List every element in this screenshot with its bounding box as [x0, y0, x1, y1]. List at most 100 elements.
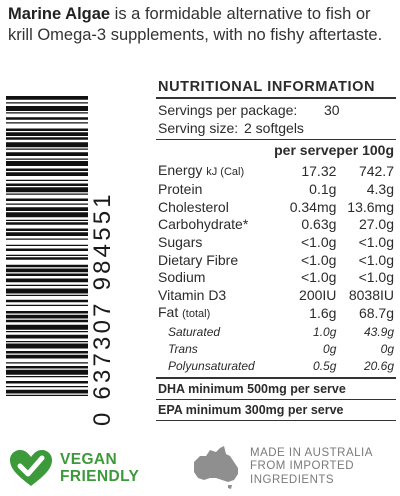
- fat-subrow: Trans 0g 0g: [156, 341, 396, 358]
- barcode-bar: [6, 203, 88, 205]
- value-per-100g: <1.0g: [358, 251, 394, 268]
- barcode-bar: [6, 257, 88, 260]
- value-per-100g: 27.0g: [358, 216, 394, 233]
- barcode-bar: [6, 288, 88, 294]
- vegan-badge: VEGAN FRIENDLY: [8, 448, 139, 488]
- barcode-bar: [6, 381, 88, 384]
- barcode-bar: [6, 161, 88, 166]
- barcode-bar: [6, 314, 88, 319]
- serving-size-value: 2 softgels: [244, 120, 304, 136]
- barcode-bar: [6, 273, 88, 276]
- serving-info: Servings per package: 30 Serving size: 2…: [156, 99, 396, 140]
- value-per-serve: 0.63g: [301, 216, 337, 233]
- value-per-100g: 68.7g: [358, 305, 394, 322]
- barcode-bar: [6, 117, 88, 120]
- barcode-bar: [6, 369, 88, 375]
- fat-per-serve: 1.0g: [313, 324, 337, 339]
- barcode-bar: [6, 158, 88, 160]
- barcode-bar: [6, 304, 88, 306]
- barcode-bar: [6, 341, 88, 343]
- value-per-100g: 8038IU: [348, 286, 394, 303]
- barcode-bar: [6, 334, 88, 339]
- value-per-serve: 17.32: [301, 162, 337, 179]
- serving-size-label: Serving size:: [158, 120, 239, 136]
- barcode-bar: [6, 168, 88, 171]
- nutrient-name: Energy: [158, 161, 203, 178]
- australia-label: MADE IN AUSTRALIA FROM IMPORTED INGREDIE…: [250, 447, 373, 488]
- fat-subrow: Polyunsaturated 0.5g 20.6g: [156, 357, 396, 379]
- barcode-bar: [6, 284, 88, 286]
- barcode-bar: [6, 311, 88, 314]
- nutrient-name: Sugars: [158, 233, 203, 250]
- servings-value: 30: [324, 102, 340, 118]
- value-per-100g: <1.0g: [358, 269, 394, 286]
- nutrition-row: Vitamin D3 200IU 8038IU: [156, 287, 396, 305]
- vegan-label: VEGAN FRIENDLY: [60, 451, 139, 485]
- fat-per-100g: 0g: [380, 341, 394, 356]
- barcode-bar: [6, 102, 88, 104]
- barcode-bar: [6, 331, 88, 333]
- fat-per-serve: 0g: [323, 341, 337, 356]
- nutrient-name: Protein: [158, 181, 203, 198]
- nutrient-name: Vitamin D3: [158, 286, 227, 303]
- barcode-bar: [6, 148, 88, 150]
- barcode-digits: 0 637307 984551: [89, 191, 116, 426]
- barcode-bar: [6, 112, 88, 114]
- barcode-bar: [6, 106, 88, 111]
- nutrition-row: Cholesterol 0.34mg 13.6mg: [156, 199, 396, 217]
- value-per-100g: 13.6mg: [347, 198, 394, 215]
- nutrition-row: Dietary Fibre <1.0g <1.0g: [156, 252, 396, 270]
- value-per-100g: <1.0g: [358, 233, 394, 250]
- barcode-bar: [6, 212, 88, 218]
- barcode-bar: [6, 394, 88, 396]
- nutrient-name: Fat: [158, 304, 179, 321]
- nutrient-name: Sodium: [158, 269, 206, 286]
- barcode-bar: [6, 254, 88, 256]
- col-header-per-serve: per serve: [274, 142, 337, 158]
- barcode-bar: [6, 354, 88, 359]
- value-per-serve: <1.0g: [300, 251, 337, 268]
- aus-line-3: INGREDIENTS: [250, 473, 335, 486]
- barcode-bar: [6, 96, 88, 100]
- intro-description: is a formidable alternative to fish or k…: [8, 5, 383, 44]
- value-per-serve: <1.0g: [300, 233, 337, 250]
- barcode-bar: [6, 389, 88, 394]
- barcode-bar: [6, 222, 88, 225]
- barcode-bar: [6, 244, 88, 246]
- fat-type-name: Trans: [168, 341, 198, 356]
- barcode-bar: [6, 142, 88, 148]
- nutrition-row: Sodium <1.0g <1.0g: [156, 269, 396, 287]
- made-in-australia-badge: MADE IN AUSTRALIA FROM IMPORTED INGREDIE…: [190, 444, 373, 490]
- intro-text: Marine Algae is a formidable alternative…: [8, 4, 396, 46]
- dha-note: DHA minimum 500mg per serve: [156, 379, 396, 400]
- vegan-line-2: FRIENDLY: [60, 468, 140, 485]
- value-per-serve: 0.34mg: [289, 198, 337, 215]
- aus-line-2: FROM IMPORTED: [250, 460, 355, 473]
- barcode-bar: [6, 324, 88, 330]
- barcode-bar: [6, 366, 88, 369]
- nutrition-row: Energy kJ (Cal) 17.32 742.7: [156, 162, 396, 182]
- nutrient-name: Dietary Fibre: [158, 251, 239, 268]
- epa-note: EPA minimum 300mg per serve: [156, 400, 396, 421]
- barcode-bar: [6, 183, 88, 186]
- fat-per-serve: 0.5g: [274, 357, 337, 379]
- barcode-bar: [6, 319, 88, 323]
- barcode-bar: [6, 132, 88, 136]
- nutrient-unit: (total): [182, 308, 211, 321]
- nutrition-row: Protein 0.1g 4.3g: [156, 181, 396, 199]
- col-header-per-100g: per 100g: [336, 142, 394, 158]
- value-per-serve: 1.6g: [309, 305, 337, 322]
- barcode: 0 637307 984551: [6, 96, 116, 426]
- barcode-bar: [6, 198, 88, 201]
- nutrition-row: Sugars <1.0g <1.0g: [156, 234, 396, 252]
- barcode-bar: [6, 179, 88, 181]
- nutrient-name: Cholesterol: [158, 198, 229, 215]
- servings-label: Servings per package:: [158, 102, 298, 118]
- nutrition-table: per serve per 100g Energy kJ (Cal) 17.32 7…: [156, 140, 396, 379]
- barcode-bar: [6, 278, 88, 283]
- fat-per-100g: 43.9g: [363, 324, 394, 339]
- value-per-serve: <1.0g: [300, 269, 337, 286]
- barcode-bar: [6, 362, 88, 364]
- barcode-bar: [6, 137, 88, 140]
- nutrition-title: NUTRITIONAL INFORMATION: [156, 77, 396, 99]
